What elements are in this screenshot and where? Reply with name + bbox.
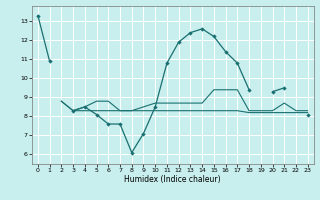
X-axis label: Humidex (Indice chaleur): Humidex (Indice chaleur) <box>124 175 221 184</box>
